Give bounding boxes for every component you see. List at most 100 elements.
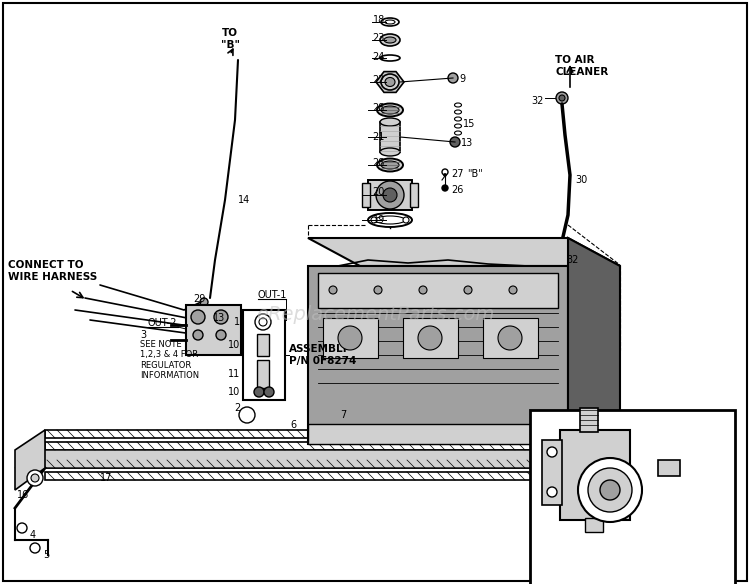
Circle shape	[17, 523, 27, 533]
Circle shape	[254, 387, 264, 397]
Circle shape	[200, 298, 208, 306]
Text: 18: 18	[373, 15, 385, 25]
Circle shape	[588, 468, 632, 512]
Circle shape	[559, 95, 565, 101]
Bar	[380, 122, 400, 152]
Circle shape	[193, 330, 203, 340]
Text: 13: 13	[213, 313, 225, 323]
Circle shape	[418, 326, 442, 350]
Ellipse shape	[375, 216, 405, 224]
Text: SEE NOTE
1,2,3 & 4 FOR
REGULATOR
INFORMATION: SEE NOTE 1,2,3 & 4 FOR REGULATOR INFORMA…	[140, 340, 200, 380]
Text: 32: 32	[532, 96, 544, 106]
Bar	[186, 305, 241, 355]
Text: 14: 14	[238, 195, 250, 205]
Text: 28: 28	[373, 103, 385, 113]
Ellipse shape	[454, 117, 461, 121]
Circle shape	[450, 137, 460, 147]
Bar	[308, 266, 568, 444]
Text: 4: 4	[30, 530, 36, 540]
Ellipse shape	[385, 20, 395, 24]
Circle shape	[578, 458, 642, 522]
Ellipse shape	[381, 74, 399, 90]
Circle shape	[547, 447, 557, 457]
Text: 19: 19	[373, 215, 385, 225]
Circle shape	[259, 318, 267, 326]
Circle shape	[556, 92, 568, 104]
Ellipse shape	[380, 55, 400, 61]
Text: 1: 1	[234, 317, 240, 327]
Bar	[542, 440, 562, 505]
Polygon shape	[568, 238, 620, 444]
Circle shape	[552, 251, 564, 263]
Ellipse shape	[380, 118, 400, 126]
Polygon shape	[308, 238, 620, 266]
Text: 32: 32	[566, 255, 578, 265]
Polygon shape	[15, 450, 610, 468]
Circle shape	[264, 387, 274, 397]
Circle shape	[600, 480, 620, 500]
Circle shape	[374, 286, 382, 294]
Text: 9: 9	[459, 74, 465, 84]
Text: OUT-1: OUT-1	[258, 290, 287, 300]
Circle shape	[448, 73, 458, 83]
Circle shape	[403, 217, 409, 223]
Text: 24: 24	[373, 52, 385, 62]
Text: 13: 13	[461, 138, 473, 148]
Bar	[243, 310, 285, 400]
Text: 28: 28	[373, 158, 385, 168]
Ellipse shape	[454, 124, 461, 128]
Circle shape	[31, 474, 39, 482]
Circle shape	[442, 169, 448, 175]
Text: 30: 30	[575, 175, 587, 185]
Bar	[483, 318, 538, 358]
Text: 20: 20	[373, 187, 385, 197]
Bar	[257, 360, 269, 388]
Circle shape	[442, 185, 448, 191]
Bar	[45, 460, 610, 468]
Circle shape	[216, 330, 226, 340]
Circle shape	[443, 173, 446, 176]
Ellipse shape	[385, 78, 395, 86]
Ellipse shape	[381, 106, 399, 114]
Text: "B": "B"	[467, 169, 483, 179]
Bar	[410, 183, 418, 207]
Circle shape	[371, 217, 377, 223]
Ellipse shape	[454, 110, 461, 114]
Bar	[45, 442, 610, 450]
Circle shape	[509, 286, 517, 294]
Circle shape	[214, 310, 228, 324]
Bar	[45, 472, 610, 480]
Bar	[257, 334, 269, 356]
Text: 10: 10	[228, 387, 240, 397]
Ellipse shape	[368, 213, 412, 227]
Circle shape	[203, 311, 211, 319]
Ellipse shape	[381, 161, 399, 169]
Circle shape	[547, 487, 557, 497]
Circle shape	[383, 188, 397, 202]
Text: ASSEMBLY
P/N 0F8274: ASSEMBLY P/N 0F8274	[289, 344, 356, 366]
Bar	[368, 180, 412, 210]
Text: 29: 29	[193, 294, 206, 304]
Ellipse shape	[381, 18, 399, 26]
Text: 23: 23	[373, 33, 385, 43]
Bar	[580, 408, 598, 432]
Circle shape	[464, 286, 472, 294]
Circle shape	[338, 326, 362, 350]
Ellipse shape	[384, 37, 396, 43]
Text: 15: 15	[463, 119, 476, 129]
Ellipse shape	[380, 148, 400, 156]
Text: 17: 17	[100, 473, 112, 483]
Polygon shape	[15, 430, 45, 490]
Bar	[530, 410, 735, 584]
Text: 11: 11	[228, 369, 240, 379]
Ellipse shape	[377, 158, 403, 172]
Bar	[362, 183, 370, 207]
Circle shape	[329, 286, 337, 294]
Text: TO
"B": TO "B"	[220, 28, 239, 50]
Text: 16: 16	[16, 490, 29, 500]
Ellipse shape	[454, 131, 461, 135]
Text: 26: 26	[451, 185, 464, 195]
Bar	[585, 518, 603, 532]
Circle shape	[498, 326, 522, 350]
Circle shape	[239, 407, 255, 423]
